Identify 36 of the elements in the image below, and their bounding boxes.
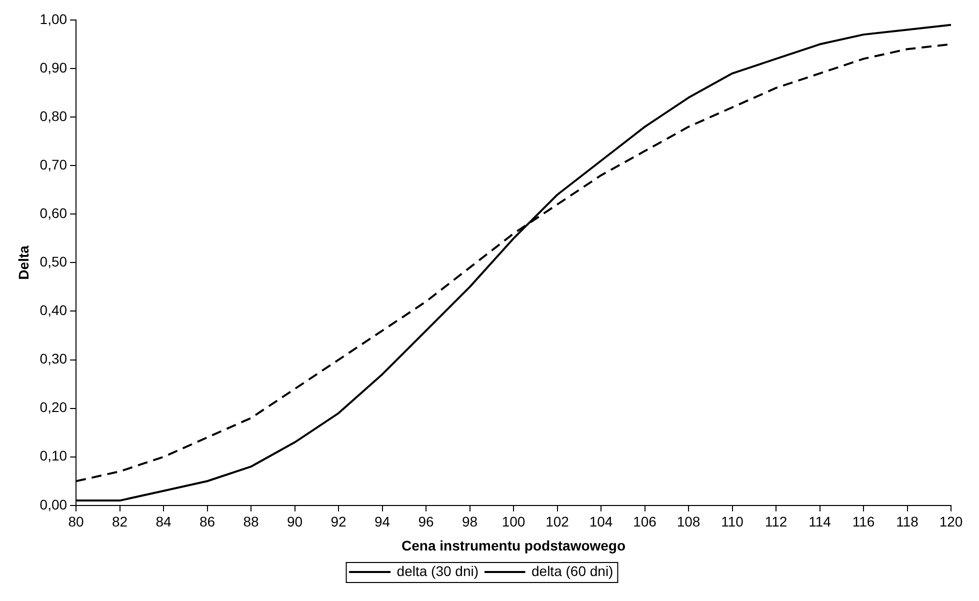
y-tick-label: 0,00 (40, 496, 68, 512)
y-tick-label: 0,40 (40, 302, 68, 318)
x-tick-label: 102 (546, 514, 570, 530)
x-tick-label: 114 (808, 514, 832, 530)
y-tick-label: 1,00 (40, 10, 68, 27)
x-tick-label: 86 (200, 514, 216, 530)
y-tick-label: 0,60 (40, 205, 68, 222)
y-tick-label: 0,50 (40, 254, 68, 270)
x-tick-label: 112 (764, 514, 788, 530)
x-tick-label: 94 (374, 514, 390, 530)
x-tick-label: 106 (633, 514, 657, 530)
y-tick-label: 0,80 (40, 108, 68, 124)
y-tick-label: 0,10 (40, 448, 68, 464)
y-tick-label: 0,30 (40, 350, 68, 367)
x-tick-label: 120 (939, 514, 963, 530)
x-tick-label: 98 (462, 514, 478, 530)
x-tick-label: 88 (243, 514, 260, 530)
legend-label: delta (60 dni) (532, 562, 614, 579)
x-tick-label: 96 (418, 514, 434, 530)
x-tick-label: 108 (676, 514, 700, 530)
x-tick-label: 80 (68, 514, 84, 530)
x-axis-title: Cena instrumentu podstawowego (402, 537, 626, 554)
x-tick-label: 90 (286, 514, 303, 530)
y-axis-title: Delta (15, 245, 32, 280)
x-tick-label: 92 (330, 514, 347, 530)
legend-label: delta (30 dni) (396, 562, 478, 579)
y-tick-label: 0,90 (40, 59, 68, 76)
y-tick-label: 0,20 (40, 399, 68, 416)
x-tick-label: 110 (721, 514, 744, 530)
x-tick-label: 100 (502, 514, 526, 530)
x-tick-label: 116 (852, 514, 875, 530)
x-tick-label: 104 (589, 514, 613, 530)
x-tick-label: 118 (896, 514, 919, 530)
y-tick-label: 0,70 (40, 156, 68, 172)
x-tick-label: 82 (112, 514, 128, 530)
x-tick-label: 84 (156, 514, 172, 530)
